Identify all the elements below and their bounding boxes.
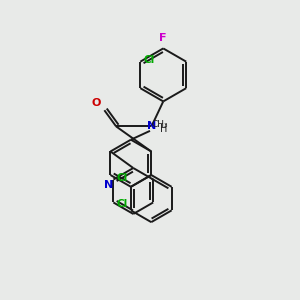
Text: N: N — [147, 121, 157, 131]
Text: Cl: Cl — [117, 199, 128, 209]
Text: H: H — [160, 124, 168, 134]
Text: N: N — [104, 180, 114, 190]
Text: Cl: Cl — [117, 173, 128, 183]
Text: O: O — [92, 98, 101, 108]
Text: F: F — [160, 33, 167, 43]
Text: CH₃: CH₃ — [152, 120, 168, 129]
Text: Cl: Cl — [144, 55, 155, 65]
